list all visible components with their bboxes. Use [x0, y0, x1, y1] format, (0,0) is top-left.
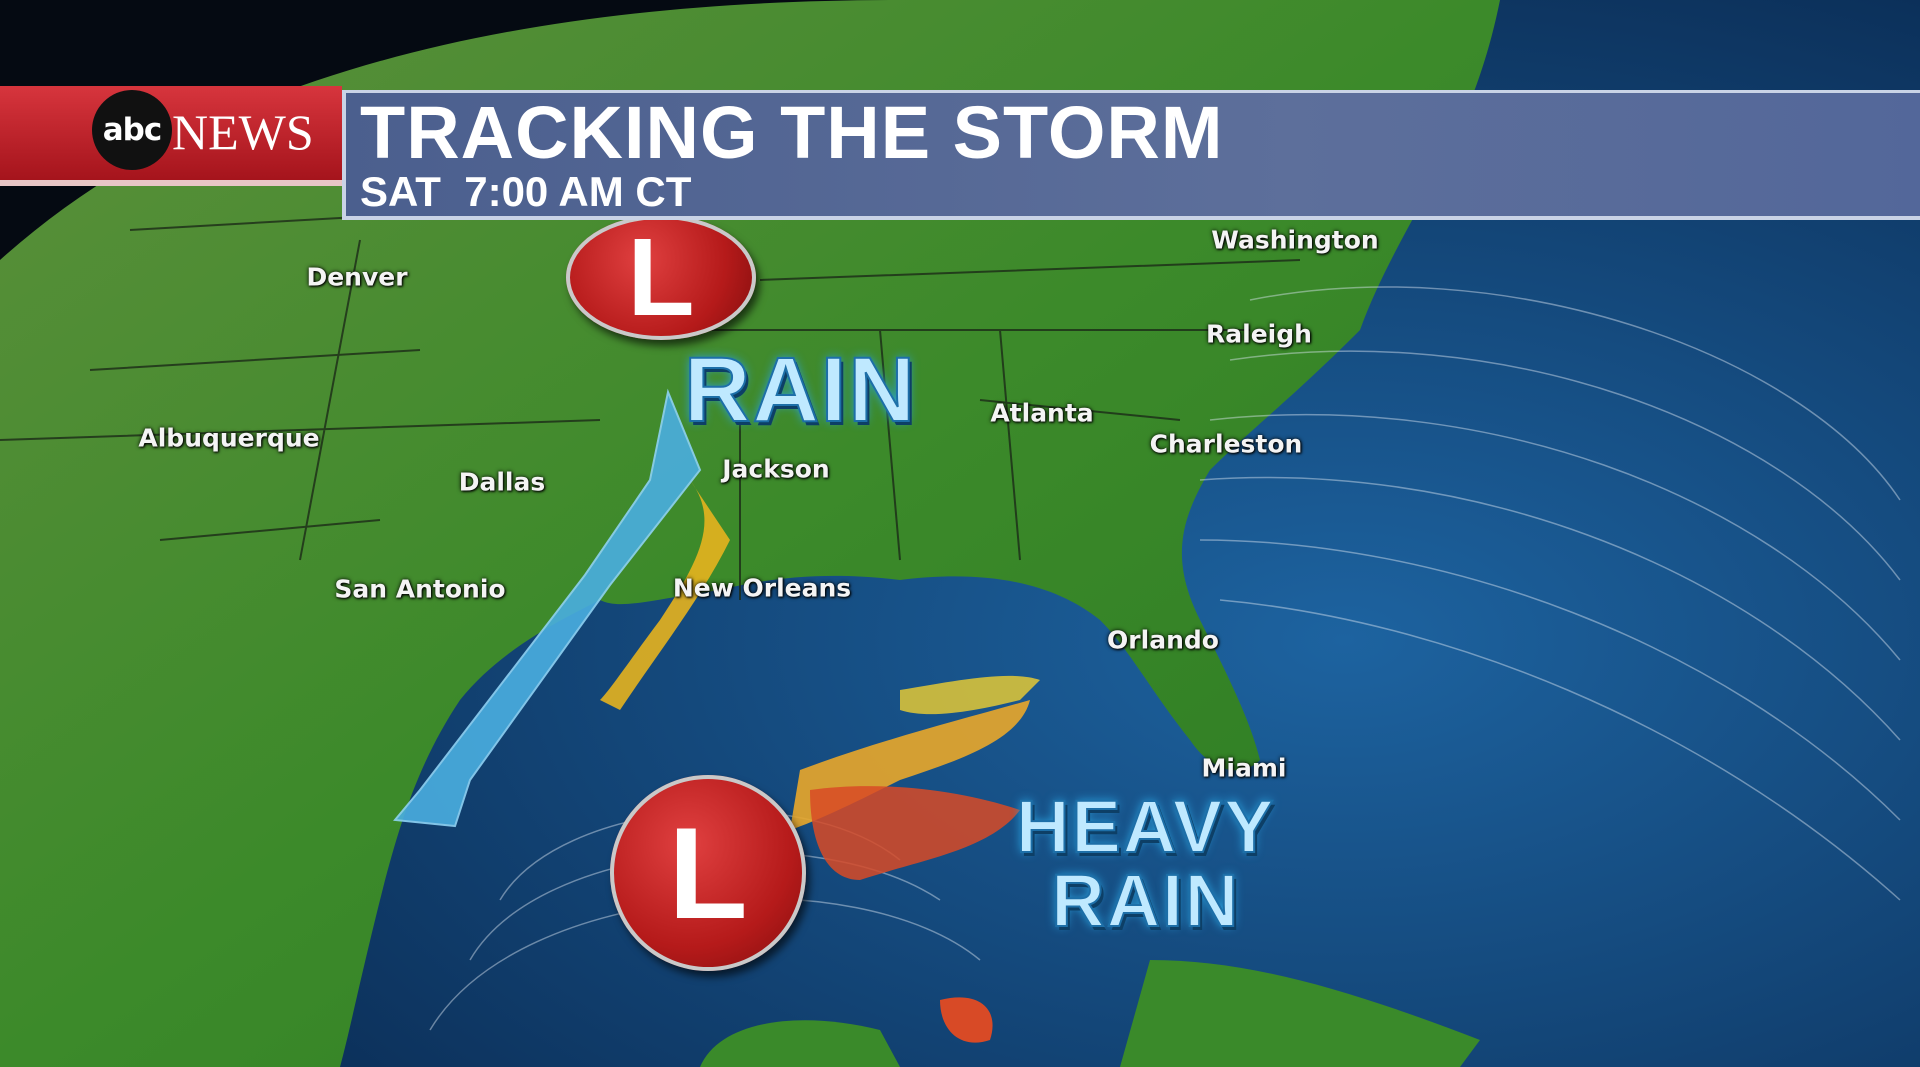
- city-label-denver: Denver: [306, 262, 408, 292]
- city-label-atlanta: Atlanta: [990, 398, 1094, 428]
- land-cuba: [1120, 960, 1480, 1067]
- city-label-new-orleans: New Orleans: [672, 573, 852, 603]
- low-pressure-marker-gulf: L: [610, 775, 806, 971]
- city-label-orlando: Orlando: [1107, 625, 1219, 655]
- city-label-raleigh: Raleigh: [1206, 319, 1312, 349]
- city-label-washington: Washington: [1211, 225, 1379, 255]
- city-label-albuquerque: Albuquerque: [138, 423, 320, 453]
- city-label-miami: Miami: [1201, 753, 1287, 783]
- city-label-charleston: Charleston: [1149, 429, 1303, 459]
- city-label-san-antonio: San Antonio: [334, 574, 506, 604]
- abc-logo: abc: [92, 90, 172, 170]
- page-title: TRACKING THE STORM: [360, 91, 1224, 174]
- heavy-rain-label: HEAVY RAIN: [1015, 789, 1275, 939]
- timestamp: SAT 7:00 AM CT: [360, 168, 692, 215]
- city-label-jackson: Jackson: [722, 454, 830, 484]
- cold-front: [393, 388, 702, 828]
- land-yucatan: [700, 1020, 900, 1067]
- heavy-word: HEAVY: [1015, 785, 1276, 868]
- news-wordmark: NEWS: [172, 104, 314, 160]
- rain-word: RAIN: [1050, 859, 1241, 942]
- title-bar: [342, 90, 1920, 220]
- city-label-dallas: Dallas: [458, 467, 546, 497]
- rain-label: RAIN: [683, 339, 917, 441]
- low-pressure-marker-north: L: [566, 215, 756, 340]
- state-borders: [0, 209, 1301, 600]
- precipitation: [600, 480, 1040, 1043]
